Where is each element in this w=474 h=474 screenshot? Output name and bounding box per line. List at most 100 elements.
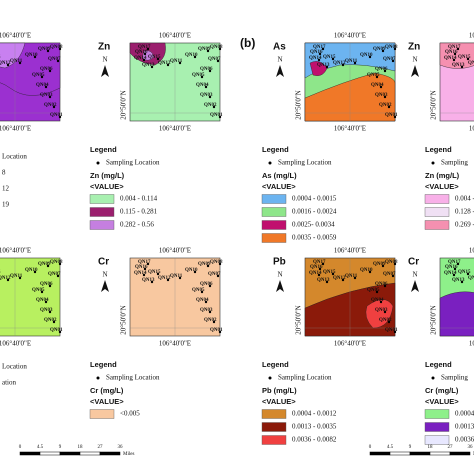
scale-label: 18 bbox=[78, 445, 84, 450]
legend-class: 0.0013 - 0.0035 bbox=[292, 423, 337, 431]
station-label: QN04 bbox=[196, 83, 209, 88]
scale-label: 18 bbox=[428, 445, 434, 450]
station-label: QN05 bbox=[192, 288, 205, 293]
station-label: QN11 bbox=[170, 59, 183, 64]
station-label: QN13 bbox=[142, 63, 155, 68]
legend-value-head: <VALUE> bbox=[262, 182, 296, 191]
coordinate-bottom: 106°40'0"E bbox=[159, 125, 191, 133]
station-label: QN12 bbox=[158, 276, 171, 281]
station-label: QN04 bbox=[371, 298, 384, 303]
sampling-point bbox=[375, 290, 379, 294]
legend-class: 0.282 - 0.56 bbox=[120, 221, 154, 229]
sampling-point bbox=[150, 280, 154, 284]
station-label: QN05 bbox=[192, 73, 205, 78]
sampling-point bbox=[383, 284, 387, 288]
legend-fragment: ation bbox=[2, 379, 16, 387]
coordinate-top: 106°40'0"E bbox=[469, 247, 474, 255]
scale-segment bbox=[409, 451, 431, 456]
north-label: N bbox=[102, 271, 107, 279]
legend-swatch bbox=[424, 435, 450, 445]
legend-swatch bbox=[261, 220, 287, 230]
sampling-point bbox=[46, 49, 50, 53]
sampling-point bbox=[383, 95, 387, 99]
legend-unit: Cr (mg/L) bbox=[425, 386, 459, 395]
legend-class: 0.004 - 0.114 bbox=[120, 195, 158, 203]
station-label: QN16 bbox=[310, 265, 323, 270]
scale-unit: Miles bbox=[123, 452, 134, 457]
legend-fragment: Location bbox=[2, 363, 27, 371]
station-label: QN12 bbox=[0, 61, 11, 66]
north-label: N bbox=[412, 271, 417, 279]
legend-swatch bbox=[424, 409, 450, 419]
sampling-point bbox=[56, 59, 60, 63]
legend-sampling: Sampling bbox=[441, 159, 468, 167]
legend-sampling: Sampling bbox=[441, 374, 468, 382]
station-label: QN06 bbox=[375, 282, 388, 287]
map-frame bbox=[0, 257, 61, 337]
sampling-point bbox=[393, 115, 397, 119]
north-label: N bbox=[102, 56, 107, 64]
station-label: QN08 bbox=[210, 45, 223, 50]
zone bbox=[439, 291, 474, 337]
map-panel: 106°40'0"E106°40'0"E20°50'0"NNQN17QN16QN… bbox=[0, 32, 63, 209]
sampling-point bbox=[208, 95, 212, 99]
sampling-point bbox=[368, 270, 372, 274]
station-label: QN06 bbox=[375, 67, 388, 72]
legend-swatch bbox=[424, 194, 450, 204]
sampling-point bbox=[393, 262, 397, 266]
legend-value-head: <VALUE> bbox=[90, 182, 124, 191]
station-label: QN14 bbox=[444, 56, 457, 61]
station-label: QN02 bbox=[204, 318, 217, 323]
scale-label: 36 bbox=[468, 445, 474, 450]
station-label: QN05 bbox=[367, 73, 380, 78]
station-label: QN15 bbox=[323, 55, 336, 60]
legend-value-head: <VALUE> bbox=[90, 397, 124, 406]
sampling-point bbox=[456, 47, 460, 51]
station-label: QN07 bbox=[383, 272, 396, 277]
sampling-point bbox=[218, 330, 222, 334]
sampling-point bbox=[58, 115, 62, 119]
sampling-point bbox=[391, 59, 395, 63]
coordinate-left: 20°50'0"N bbox=[295, 90, 303, 119]
coordinate-top: 106°40'0"E bbox=[469, 32, 474, 40]
sampling-point bbox=[40, 75, 44, 79]
legend-dot bbox=[431, 161, 435, 165]
station-label: QN01 bbox=[210, 328, 223, 333]
station-label: QN10 bbox=[360, 53, 373, 58]
station-label: QN12 bbox=[468, 61, 474, 66]
coordinate-left: 20°50'0"N bbox=[430, 90, 438, 119]
sampling-point bbox=[200, 75, 204, 79]
scale-segment bbox=[99, 451, 121, 456]
sampling-point bbox=[321, 47, 325, 51]
coordinate-left: 20°50'0"N bbox=[295, 305, 303, 334]
sampling-point bbox=[387, 105, 391, 109]
sampling-point bbox=[375, 75, 379, 79]
coordinate-top: 106°40'0"E bbox=[159, 32, 191, 40]
station-label: QN12 bbox=[468, 276, 474, 281]
element-label: Cr bbox=[98, 257, 109, 268]
element-label: Zn bbox=[98, 42, 110, 53]
sampling-point bbox=[142, 273, 146, 277]
coordinate-bottom: 106°40'0"E bbox=[0, 340, 31, 348]
station-label: QN08 bbox=[385, 260, 398, 265]
sampling-point bbox=[460, 280, 464, 284]
station-label: QN10 bbox=[185, 268, 198, 273]
station-label: QN09 bbox=[198, 262, 211, 267]
map-panel: 106°40'0"E 106°40'0"E 20°50'0"N N Zn QN17QN16… bbox=[408, 32, 474, 230]
station-label: QN08 bbox=[385, 45, 398, 50]
legend-title: Legend bbox=[262, 360, 289, 369]
station-label: QN12 bbox=[158, 61, 171, 66]
legend-class: 0.0016 - 0.0024 bbox=[292, 208, 337, 216]
legend-value-head: <VALUE> bbox=[262, 397, 296, 406]
station-label: QN02 bbox=[379, 103, 392, 108]
station-label: QN03 bbox=[200, 308, 213, 313]
coordinate-top: 106°40'0"E bbox=[159, 247, 191, 255]
legend-value-head: <VALUE> bbox=[425, 397, 459, 406]
legend-class: 0.269 - 0 bbox=[455, 221, 474, 229]
legend-title: Legend bbox=[90, 145, 117, 154]
sampling-point bbox=[318, 267, 322, 271]
sampling-point bbox=[58, 330, 62, 334]
legend-swatch bbox=[424, 207, 450, 217]
